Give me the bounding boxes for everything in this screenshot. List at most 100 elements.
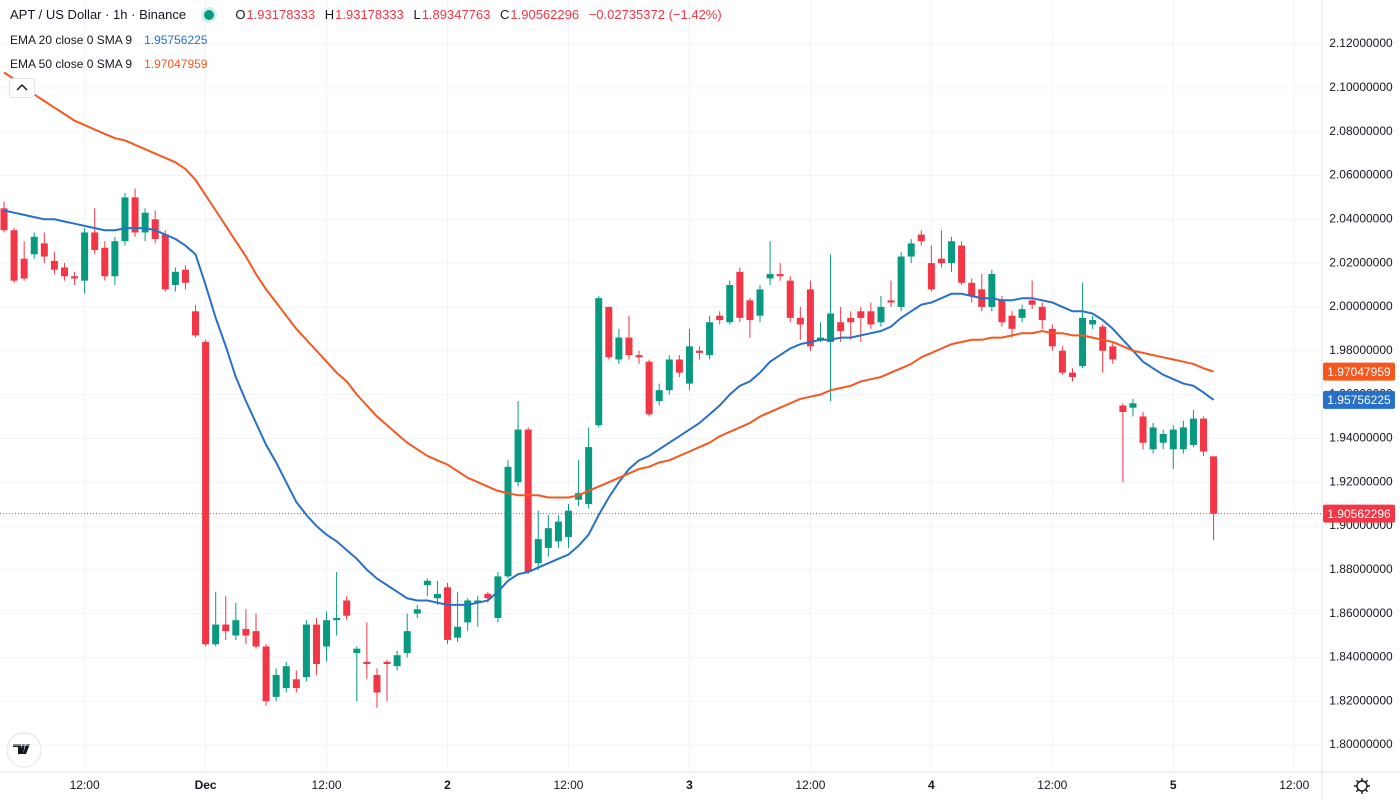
candle-body — [1129, 403, 1137, 408]
candle-body — [171, 271, 179, 286]
candle-body — [151, 219, 159, 240]
candle-body — [766, 274, 774, 279]
candle-body — [363, 661, 371, 664]
price-tag — [1323, 390, 1395, 409]
y-tick-label: 2.00000000 — [1329, 299, 1393, 313]
candle-body — [333, 617, 341, 621]
tv-logo[interactable] — [6, 732, 42, 768]
candle-body — [1210, 456, 1218, 514]
y-tick-label: 2.04000000 — [1329, 211, 1393, 225]
candle-body — [847, 317, 855, 323]
high-label: H — [324, 7, 335, 22]
candle-body — [706, 322, 714, 356]
candle-body — [605, 306, 613, 358]
indicator-name[interactable]: EMA 20 close 0 SMA 9 — [10, 33, 133, 47]
ema-line — [3, 71, 1214, 499]
price-tag — [1323, 504, 1395, 523]
candle-body — [81, 232, 89, 281]
market-status — [203, 10, 214, 20]
candle-body — [1149, 427, 1157, 450]
candle-body — [1139, 416, 1147, 443]
y-tick-label: 1.82000000 — [1329, 693, 1393, 707]
ema-legend: EMA 20 close 0 SMA 9 1.95756225 — [10, 33, 211, 47]
candle-body — [958, 245, 966, 283]
candle-body — [615, 337, 623, 360]
candle-body — [121, 197, 129, 242]
y-tick-label: 1.84000000 — [1329, 650, 1393, 664]
candle-body — [323, 620, 331, 647]
price-tag-label: 1.90562296 — [1327, 507, 1391, 521]
candle-body — [968, 282, 976, 296]
candle-body — [131, 197, 139, 233]
candle-body — [1008, 315, 1016, 329]
candle-body — [383, 661, 391, 664]
candle-body — [1119, 405, 1127, 413]
candle-body — [534, 539, 542, 564]
candle-body — [1068, 372, 1076, 378]
x-tick-label: 12:00 — [70, 778, 100, 792]
candle-body — [1028, 300, 1036, 305]
candle-body — [373, 674, 381, 693]
high-value: 1.93178333 — [335, 7, 404, 22]
candle-body — [645, 361, 653, 415]
collapse-legend-button[interactable] — [9, 78, 35, 98]
candle-body — [867, 311, 875, 325]
candle-body — [272, 674, 280, 697]
candle-body — [675, 359, 683, 373]
candle-body — [474, 600, 482, 603]
candle-body — [71, 276, 79, 279]
candle-body — [1058, 350, 1066, 373]
grid — [0, 0, 1322, 772]
candle-body — [1089, 320, 1097, 325]
candle-body — [806, 289, 814, 347]
candle-body — [353, 648, 361, 654]
candle-body — [302, 624, 310, 678]
candle-body — [504, 466, 512, 577]
candle-body — [887, 300, 895, 303]
candle-body — [1048, 328, 1056, 347]
candle-body — [494, 576, 502, 618]
candle-body — [111, 241, 119, 277]
symbol-title[interactable]: APT / US Dollar · 1h · Binance — [10, 7, 187, 22]
x-tick-label: 12:00 — [553, 778, 583, 792]
candle-body — [1079, 317, 1087, 367]
candle-body — [1189, 418, 1197, 445]
y-tick-label: 1.94000000 — [1329, 431, 1393, 445]
low-value: 1.89347763 — [421, 7, 491, 22]
candle-body — [0, 208, 8, 231]
candle-body — [937, 258, 945, 264]
candle-body — [595, 298, 603, 426]
ema-line — [3, 209, 1215, 606]
candle-body — [60, 267, 68, 277]
candle-body — [625, 337, 633, 356]
candle-body — [736, 271, 744, 318]
candle-body — [665, 359, 673, 391]
candle-body — [927, 263, 935, 290]
candle-body — [464, 600, 472, 623]
candle-body — [554, 521, 562, 542]
candle-body — [1200, 418, 1208, 452]
indicator-value: 1.97047959 — [144, 57, 208, 71]
settings-icon[interactable] — [1354, 778, 1370, 794]
x-tick-label: 12:00 — [1037, 778, 1067, 792]
candle-body — [403, 631, 411, 654]
plot — [0, 71, 1322, 708]
candle-body — [655, 390, 663, 402]
candle-body — [897, 256, 905, 307]
candle-body — [948, 241, 956, 264]
candle-body — [192, 311, 200, 336]
candle-body — [343, 600, 351, 616]
candle-body — [1159, 433, 1167, 443]
candle-body — [564, 510, 572, 537]
y-tick-label: 1.86000000 — [1329, 606, 1393, 620]
candle-body — [1099, 326, 1107, 351]
candle-body — [998, 300, 1006, 323]
x-tick-label: 12:00 — [312, 778, 342, 792]
candle-body — [181, 269, 189, 283]
candle-body — [232, 620, 240, 636]
indicator-name[interactable]: EMA 50 close 0 SMA 9 — [10, 57, 133, 71]
y-tick-label: 1.98000000 — [1329, 343, 1393, 357]
candle-body — [252, 631, 260, 647]
